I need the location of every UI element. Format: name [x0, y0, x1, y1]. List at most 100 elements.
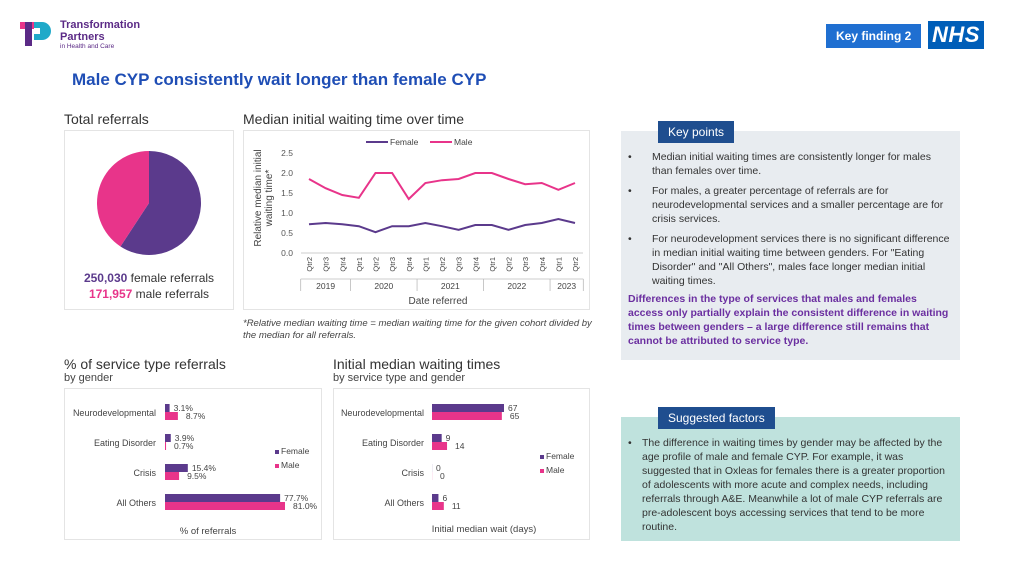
x-tick-quarter: Qtr1 [421, 257, 430, 272]
legend-swatch-male [540, 469, 544, 473]
x-tick-quarter: Qtr4 [338, 257, 347, 272]
suggested-factors-item: • The difference in waiting times by gen… [628, 436, 953, 534]
y-tick-label: 1.5 [281, 188, 293, 198]
key-point-1: • Median initial waiting times are consi… [628, 150, 953, 178]
x-tick-quarter: Qtr4 [471, 257, 480, 272]
series-line-male [308, 172, 576, 201]
female-referrals-label: female referrals [127, 271, 215, 285]
male-referrals-count: 171,957 [88, 287, 133, 301]
bar-value-label: 77.7% [284, 493, 309, 503]
x-tick-year: 2022 [507, 281, 526, 291]
bar-value-label: 6 [442, 493, 447, 503]
bar-female [165, 494, 281, 502]
bar-value-label: 15.4% [192, 463, 217, 473]
bar-value-label: 3.9% [175, 433, 195, 443]
x-tick-quarter: Qtr1 [554, 257, 563, 272]
category-label: Crisis [402, 468, 425, 478]
female-referrals-line: 250,030 female referrals [64, 270, 234, 286]
bar-value-label: 8.7% [186, 411, 206, 421]
bullet-dot: • [628, 185, 632, 197]
x-tick-quarter: Qtr3 [455, 257, 464, 272]
category-label: Eating Disorder [362, 438, 424, 448]
x-tick-quarter: Qtr2 [372, 257, 381, 272]
male-referrals-label: male referrals [132, 287, 210, 301]
y-tick-label: 0.5 [281, 228, 293, 238]
tp-logo-icon [20, 22, 51, 46]
key-point-text: For neurodevelopment services there is n… [652, 233, 950, 287]
bullet-dot: • [628, 437, 632, 449]
x-tick-quarter: Qtr2 [438, 257, 447, 272]
tp-logo [20, 20, 54, 53]
x-tick-quarter: Qtr4 [405, 257, 414, 272]
x-tick-year: 2020 [374, 281, 393, 291]
suggested-factors-box [621, 417, 960, 541]
bar-value-label: 3.1% [174, 403, 194, 413]
bullet-dot: • [628, 233, 632, 245]
legend-swatch-female [275, 450, 279, 454]
bar-male [432, 412, 502, 420]
key-finding-badge: Key finding 2 [826, 24, 922, 48]
pie-slice-male [97, 151, 149, 247]
legend-label-female: Female [281, 446, 310, 456]
legend-label-male: Male [281, 460, 300, 470]
category-label: All Others [384, 498, 424, 508]
legend-swatch-female [540, 455, 544, 459]
bar-value-label: 11 [452, 501, 461, 511]
key-points-conclusion: Differences in the type of services that… [628, 293, 949, 347]
median-time-title: Median initial waiting time over time [243, 111, 464, 127]
bar-female [165, 404, 170, 412]
wait-times-subtitle: by service type and gender [333, 372, 466, 384]
service-pct-bar-chart: Neurodevelopmental 3.1%8.7% Eating Disorde… [73, 403, 318, 537]
x-axis-label: % of referrals [180, 526, 237, 537]
bar-female [165, 464, 188, 472]
bar-value-label: 0 [440, 471, 445, 481]
x-tick-quarter: Qtr1 [488, 257, 497, 272]
median-wait-line-chart: Relative median initial waiting time* 0.0 0… [253, 137, 584, 307]
bar-female [432, 434, 442, 442]
x-tick-quarter: Qtr2 [571, 257, 580, 272]
bar-female [165, 434, 171, 442]
category-label: Eating Disorder [94, 438, 156, 448]
x-tick-year: 2023 [557, 281, 576, 291]
legend-label-male: Male [454, 137, 473, 147]
legend-label-female: Female [390, 137, 419, 147]
male-referrals-line: 171,957 male referrals [64, 286, 234, 302]
logo-text-block: Transformation Partners in Health and Ca… [60, 19, 140, 51]
bar-value-label: 9 [446, 433, 451, 443]
y-tick-label: 1.0 [281, 208, 293, 218]
bullet-dot: • [628, 151, 632, 163]
key-point-text: For males, a greater percentage of refer… [652, 185, 944, 225]
y-axis-label-line1: Relative median initial [253, 149, 264, 246]
y-tick-label: 0.0 [281, 248, 293, 258]
bar-male [165, 412, 178, 420]
bar-male [165, 442, 167, 450]
key-points-list: • Median initial waiting times are consi… [628, 150, 953, 348]
pie-slice-female [120, 151, 201, 255]
bar-value-label: 65 [510, 411, 520, 421]
x-tick-quarter: Qtr3 [521, 257, 530, 272]
y-tick-label: 2.0 [281, 168, 293, 178]
logo-line-2: Partners [60, 31, 105, 43]
bar-value-label: 0.7% [174, 441, 194, 451]
category-label: Crisis [134, 468, 157, 478]
service-pct-title: % of service type referrals [64, 356, 226, 372]
bar-male [165, 502, 285, 510]
x-tick-quarter: Qtr1 [355, 257, 364, 272]
key-point-text: Median initial waiting times are consist… [652, 151, 931, 177]
x-tick-quarter: Qtr2 [305, 257, 314, 272]
bar-female [432, 404, 504, 412]
x-tick-quarter: Qtr2 [505, 257, 514, 272]
key-points-box [621, 131, 960, 360]
bar-male [432, 502, 444, 510]
wait-times-title: Initial median waiting times [333, 356, 501, 372]
series-line-female [308, 217, 576, 234]
logo-line-1: Transformation [60, 19, 141, 31]
x-tick-year: 2021 [441, 281, 460, 291]
bar-value-label: 0 [436, 463, 441, 473]
x-axis-label: Initial median wait (days) [432, 524, 537, 535]
bar-value-label: 81.0% [293, 501, 318, 511]
bar-male [432, 442, 448, 450]
x-tick-quarter: Qtr4 [538, 257, 547, 272]
